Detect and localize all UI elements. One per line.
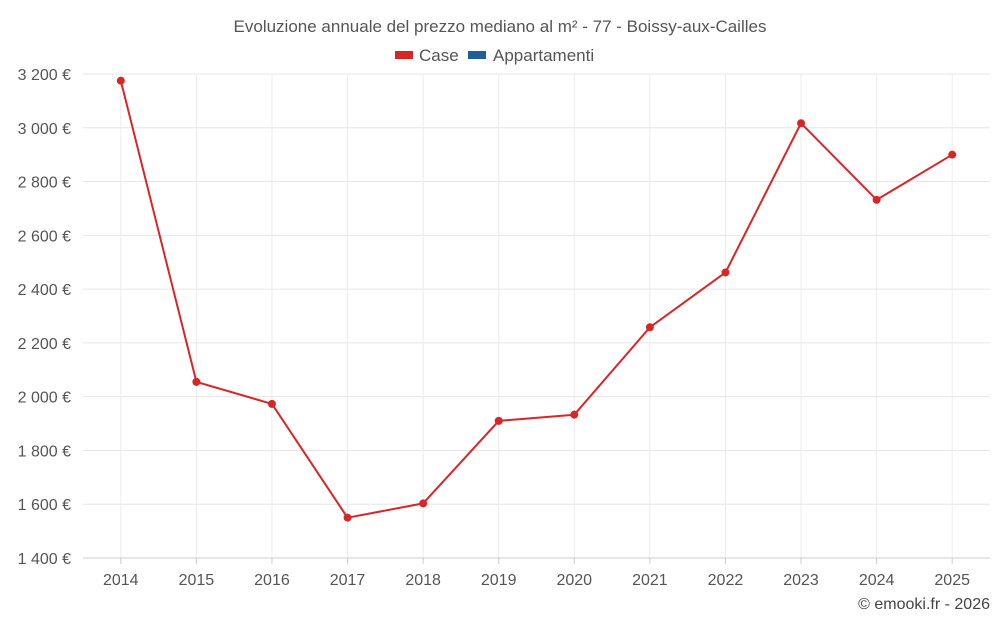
legend-swatch-case: [395, 51, 413, 59]
y-tick-label: 2 800 €: [18, 175, 71, 192]
y-tick-label: 1 600 €: [18, 497, 71, 514]
y-tick-label: 1 800 €: [18, 443, 71, 460]
x-tick-label: 2025: [934, 572, 970, 589]
x-tick-label: 2020: [556, 572, 592, 589]
y-tick-label: 2 400 €: [18, 282, 71, 299]
x-tick-label: 2022: [708, 572, 744, 589]
data-point[interactable]: [494, 416, 503, 425]
x-tick-label: 2015: [179, 572, 215, 589]
x-tick-label: 2019: [481, 572, 517, 589]
legend-label-appartamenti: Appartamenti: [493, 46, 594, 65]
x-tick-label: 2021: [632, 572, 668, 589]
y-tick-label: 3 200 €: [18, 67, 71, 84]
legend-label-case: Case: [419, 46, 459, 65]
series-line-0: [119, 80, 953, 519]
data-point[interactable]: [645, 323, 654, 332]
data-point[interactable]: [267, 399, 276, 408]
x-tick-label: 2017: [330, 572, 366, 589]
legend-swatch-appartamenti: [468, 51, 486, 59]
y-tick-label: 1 400 €: [18, 551, 71, 568]
legend-item-appartamenti[interactable]: Appartamenti: [468, 46, 594, 65]
y-tick-label: 3 000 €: [18, 121, 71, 138]
data-point[interactable]: [872, 195, 881, 204]
x-axis: 2014 2015 2016 2017 2018 2019 2020 2021 2022 2023…: [83, 557, 990, 589]
data-point[interactable]: [797, 119, 806, 128]
data-point[interactable]: [116, 76, 125, 85]
data-point[interactable]: [419, 499, 428, 508]
x-tick-label: 2016: [254, 572, 290, 589]
data-point[interactable]: [343, 513, 352, 522]
chart-title: Evoluzione annuale del prezzo mediano al…: [234, 17, 767, 36]
grid: [83, 73, 990, 559]
credit-text: © emooki.fr - 2026: [858, 596, 990, 613]
x-tick-label: 2023: [783, 572, 819, 589]
x-tick-label: 2014: [103, 572, 139, 589]
data-point[interactable]: [570, 410, 579, 419]
legend: Case Appartamenti: [395, 46, 594, 65]
data-point[interactable]: [721, 268, 730, 277]
legend-item-case[interactable]: Case: [395, 46, 459, 65]
data-point[interactable]: [948, 150, 957, 159]
y-tick-label: 2 600 €: [18, 228, 71, 245]
y-tick-label: 2 000 €: [18, 390, 71, 407]
y-axis: 1 400 € 1 600 € 1 800 € 2 000 € 2 200 € 2 400…: [18, 67, 71, 568]
x-tick-label: 2024: [859, 572, 895, 589]
x-tick-label: 2018: [405, 572, 441, 589]
y-tick-label: 2 200 €: [18, 336, 71, 353]
data-point[interactable]: [192, 377, 201, 386]
series-layer: [116, 76, 957, 522]
